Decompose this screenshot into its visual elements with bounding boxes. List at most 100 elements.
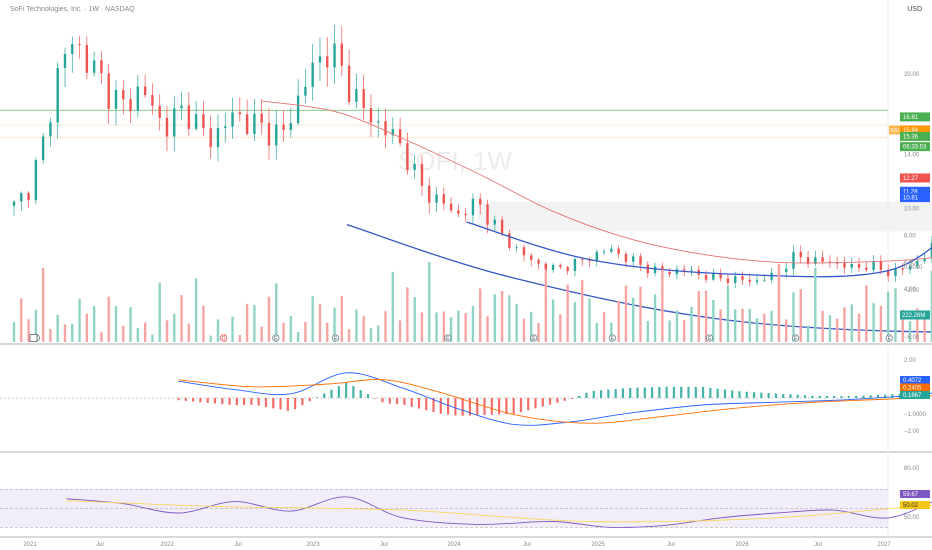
macd-pane[interactable] [0,361,932,426]
macd-histogram-bar [461,398,464,416]
macd-histogram-bar [301,398,304,406]
macd-histogram-bar [731,390,734,398]
macd-histogram-bar [417,398,421,409]
candle-body [784,268,788,272]
candle-body [20,193,23,202]
price-label-box [900,125,930,135]
volume-bar [770,310,773,342]
volume-bar [304,321,307,342]
candle-body [566,267,569,272]
grid [0,0,932,538]
volume-pane[interactable]: EDEEEEEEEEDEEEEEEE [12,262,932,342]
candle-body [464,213,467,216]
candle-body [384,121,387,136]
macd-histogram-bar [862,395,865,398]
candle-body [916,261,919,267]
volume-bar [420,312,424,342]
macd-histogram-bar [206,398,209,403]
macd-histogram-bar [330,389,333,398]
macd-histogram-bar [294,398,297,410]
macd-histogram-bar [177,398,180,401]
price-label: 06:33:53 [900,142,930,152]
volume-bar [464,312,467,342]
macd-histogram-bar [359,390,362,398]
volume-bar [158,282,161,342]
candle-body [202,114,205,129]
volume-bar [318,303,322,342]
event-marker: E [792,334,800,342]
macd-histogram-bar [497,398,501,415]
price-tick-label: 14.00 [904,153,920,159]
rsi-pane[interactable] [0,474,932,528]
volume-bar [668,320,671,342]
price-label-prefix: SSI [890,128,899,134]
event-marker-circle [885,334,893,342]
event-marker: E [530,334,538,342]
candle-body [34,160,38,201]
macd-value-label: 0.4072 [903,378,922,384]
macd-histogram-bar [803,395,807,398]
volume-bar [828,315,832,342]
watermark: SOFI, 1W [398,146,513,176]
volume-bar [908,321,912,342]
candle-body [814,257,817,264]
event-marker-label: E [887,336,891,342]
macd-histogram-bar [854,396,858,398]
macd-histogram-bar [709,387,712,398]
candle-body [734,276,737,283]
volume-bar [202,305,205,342]
candle-body [114,89,118,109]
volume-bar [296,332,300,342]
macd-value-label: 0.2405 [903,386,922,392]
candle-body [304,86,307,96]
event-marker-label: E [334,336,338,342]
macd-histogram-bar [570,398,574,399]
volume-bar [581,279,584,342]
macd-histogram-bar [825,395,829,398]
candle-body [296,95,300,124]
volume-bar [245,303,249,342]
volume-bar [275,283,278,342]
price-label-text: 12.27 [903,176,919,182]
macd-histogram-bar [184,398,187,401]
candle-body [843,263,846,268]
candle-body [522,247,526,256]
candle-body [726,278,730,283]
price-label: 16.81 [900,112,930,122]
moving-average-line [260,100,932,264]
price-label: 11.28 [900,186,930,196]
volume-bar [646,321,649,342]
candle-body [347,65,351,102]
candle-body [493,219,497,225]
candle-body [471,198,475,216]
macd-value-box [900,376,930,384]
volume-bar [894,288,897,342]
price-pane[interactable]: Right ShoulderLeft ShoulderHead [0,24,932,333]
volume-bar [27,319,30,342]
candle-body [835,262,839,264]
time-axis[interactable]: 2021 Jul 2022 Jul 2023 Jul 2024 Jul 2025 Jul 2026 J… [23,542,891,548]
volume-bar [194,278,198,342]
event-marker-circle [219,334,228,342]
volume-tick-label: −6.00 [904,335,920,341]
macd-histogram-bar [264,398,268,407]
price-tick-label: 10.00 [904,207,920,213]
volume-bar [122,325,125,342]
volume-bar [216,319,220,342]
macd-histogram-bar [789,394,792,398]
volume-bar [559,314,562,342]
macd-histogram-bar [410,398,413,407]
candle-body [668,271,671,275]
candle-body [245,114,249,135]
candle-body [92,60,96,73]
macd-histogram-bar [505,398,508,415]
volume-bar [719,309,722,342]
candle-body [391,129,395,136]
price-label-box [900,186,930,196]
volume-bar [515,303,518,342]
price-axis[interactable]: 20.0016.0014.0010.008.006.004.002.0016.8… [889,72,930,521]
macd-histogram-bar [687,386,690,398]
volume-bar [595,323,598,342]
event-marker: E [444,334,452,342]
